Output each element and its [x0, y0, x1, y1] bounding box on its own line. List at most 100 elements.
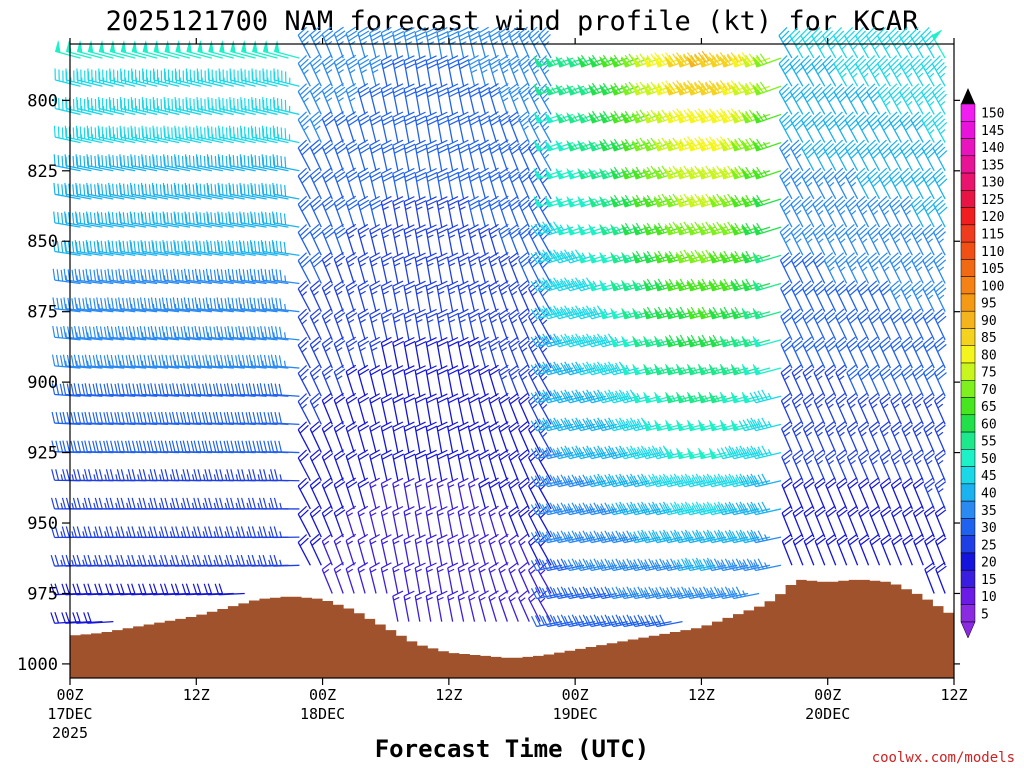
colorbar-swatch	[960, 138, 976, 157]
colorbar-swatch	[960, 241, 976, 260]
colorbar-label: 105	[981, 262, 1004, 277]
wind-barb	[74, 268, 103, 285]
colorbar-swatch	[960, 345, 976, 364]
wind-barb	[150, 325, 180, 341]
colorbar-label: 120	[981, 210, 1004, 225]
colorbar-swatch	[960, 293, 976, 312]
wind-barb	[163, 68, 191, 87]
wind-barb	[140, 211, 169, 228]
colorbar-label: 125	[981, 193, 1004, 208]
colorbar-swatch	[960, 414, 976, 433]
colorbar-label: 25	[981, 538, 997, 553]
colorbar-swatch	[960, 207, 976, 226]
wind-barb	[131, 40, 158, 59]
wind-barb	[173, 182, 202, 200]
colorbar-label: 95	[981, 297, 997, 312]
wind-barb	[72, 612, 103, 624]
wind-barb	[130, 125, 158, 144]
wind-barb	[139, 354, 169, 369]
colorbar-swatch	[960, 190, 976, 208]
wind-barb	[128, 383, 158, 397]
wind-barb	[108, 97, 136, 116]
colorbar-top-arrow	[961, 88, 975, 104]
wind-barb	[53, 154, 81, 172]
wind-barb	[152, 125, 180, 144]
colorbar-label: 140	[981, 141, 1004, 156]
wind-barb	[128, 354, 158, 369]
wind-barb	[118, 240, 147, 256]
wind-barb	[152, 97, 180, 116]
wind-barb	[52, 268, 81, 285]
wind-barb	[96, 211, 125, 228]
wind-barb	[138, 526, 169, 539]
wind-barb	[140, 182, 169, 200]
chart-title: 2025121700 NAM forecast wind profile (kt…	[106, 6, 920, 37]
wind-barb	[85, 268, 114, 285]
wind-barb	[140, 268, 169, 285]
x-tick-label: 12Z	[688, 686, 715, 704]
wind-barb	[54, 68, 81, 87]
wind-barb	[109, 40, 136, 59]
y-tick-label: 825	[27, 162, 58, 182]
colorbar-label: 145	[981, 124, 1004, 139]
colorbar-label: 70	[981, 383, 997, 398]
x-tick-label: 00Z	[814, 686, 841, 704]
x-tick-date: 18DEC	[300, 705, 345, 723]
wind-barb	[162, 268, 191, 285]
wind-barb	[85, 297, 114, 313]
colorbar-swatch	[960, 276, 976, 295]
colorbar-label: 75	[981, 366, 997, 381]
colorbar-swatch	[960, 362, 976, 381]
colorbar-swatch	[960, 569, 976, 588]
wind-barb	[95, 354, 125, 369]
wind-barb	[141, 125, 169, 144]
colorbar-label: 55	[981, 435, 997, 450]
y-tick-label: 950	[27, 514, 58, 534]
wind-barb	[84, 383, 114, 397]
wind-barb	[95, 325, 125, 341]
wind-barb	[174, 68, 202, 87]
colorbar-swatch	[960, 466, 976, 485]
wind-barb	[97, 97, 125, 116]
colorbar-swatch	[960, 172, 976, 191]
colorbar-swatch	[960, 449, 976, 467]
colorbar-swatch	[960, 397, 976, 416]
wind-barb	[106, 354, 136, 369]
colorbar-swatch	[960, 431, 976, 450]
wind-barb	[139, 297, 169, 313]
colorbar-label: 30	[981, 521, 997, 536]
colorbar-label: 15	[981, 573, 997, 588]
wind-barb	[74, 240, 103, 256]
wind-barb	[108, 125, 136, 144]
colorbar-label: 50	[981, 452, 997, 467]
wind-barb	[107, 211, 136, 228]
y-tick-label: 1000	[17, 655, 58, 675]
colorbar-swatch	[960, 587, 976, 605]
wind-barb	[98, 68, 125, 87]
colorbar-label: 135	[981, 158, 1004, 173]
x-tick-date: 19DEC	[553, 705, 598, 723]
colorbar-label: 150	[981, 107, 1004, 122]
wind-barb	[95, 383, 125, 397]
plot-area	[50, 26, 955, 679]
wind-barb	[83, 612, 114, 624]
wind-barb	[87, 68, 114, 87]
colorbar-label: 40	[981, 487, 997, 502]
colorbar-swatch	[960, 121, 976, 139]
colorbar-swatch	[960, 310, 976, 329]
wind-barb	[141, 97, 169, 116]
colorbar-label: 100	[981, 279, 1004, 294]
y-tick-label: 900	[27, 373, 58, 393]
colorbar-label: 80	[981, 348, 997, 363]
wind-barb	[120, 40, 147, 59]
wind-barb	[152, 68, 180, 87]
wind-barb	[84, 354, 114, 369]
colorbar-swatch	[960, 483, 976, 502]
x-tick-label: 12Z	[183, 686, 210, 704]
colorbar-swatch	[960, 155, 976, 174]
wind-barb	[142, 40, 169, 59]
x-tick-label: 00Z	[309, 686, 336, 704]
colorbar-label: 65	[981, 400, 997, 415]
wind-barb	[97, 125, 125, 144]
